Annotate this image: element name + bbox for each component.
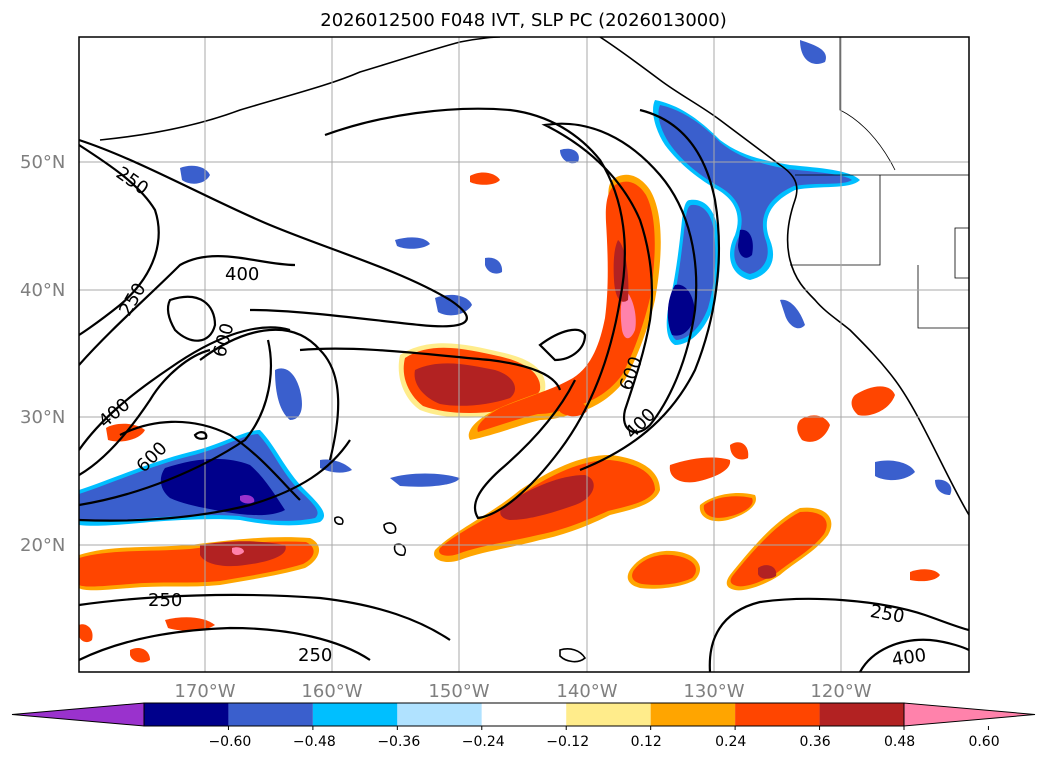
colorbar-segment [144,703,229,726]
colorbar-tick-label: 0.60 [968,734,999,750]
slp-contours [79,107,969,672]
latitude-label: 20°N [20,535,65,556]
colorbar-tick-label: 0.24 [715,734,746,750]
longitude-label: 160°W [301,681,362,702]
contour-label: 250 [298,645,332,666]
latitude-label: 30°N [20,407,65,428]
contour-label: 400 [891,645,928,671]
colorbar-segment [228,703,313,726]
map-gridlines [79,37,969,672]
colorbar-tick-label: −0.60 [208,734,251,750]
colorbar-segment [481,703,567,726]
colorbar-segment [650,703,736,726]
colorbar-extend-min [11,702,145,727]
coastlines [99,37,969,663]
latitude-labels: 50°N 40°N 30°N 20°N [20,152,65,556]
colorbar: −0.60 −0.48 −0.36 −0.24 −0.12 0.12 0.24 0.36 0.4… [11,702,1036,750]
colorbar-tick-label: 0.36 [800,734,831,750]
longitude-label: 170°W [174,681,235,702]
longitude-label: 120°W [810,681,871,702]
colorbar-segment [566,703,651,726]
colorbar-segment [312,703,398,726]
colorbar-tick-label: −0.36 [377,734,420,750]
colorbar-tick-label: −0.24 [462,734,505,750]
map-frame [78,36,970,673]
colorbar-tick-label: 0.12 [631,734,662,750]
colorbar-segment [735,703,820,726]
contour-label: 400 [225,264,259,285]
contour-label: 250 [148,590,182,611]
longitude-labels: 170°W 160°W 150°W 140°W 130°W 120°W [174,681,871,702]
colorbar-tick-label: −0.12 [546,734,589,750]
colorbar-segment [397,703,482,726]
colorbar-tick-label: −0.48 [293,734,336,750]
colorbar-extend-max [903,702,1036,727]
latitude-label: 50°N [20,152,65,173]
map-plot-area: 250 250 400 600 400 600 600 400 250 250 … [79,37,969,672]
colorbar-tick-label: 0.48 [884,734,915,750]
longitude-label: 140°W [556,681,617,702]
longitude-label: 130°W [683,681,744,702]
latitude-label: 40°N [20,280,65,301]
longitude-label: 150°W [428,681,489,702]
colorbar-frame [143,702,905,727]
map-title: 2026012500 F048 IVT, SLP PC (2026013000) [320,10,727,31]
colorbar-segment [819,703,904,726]
